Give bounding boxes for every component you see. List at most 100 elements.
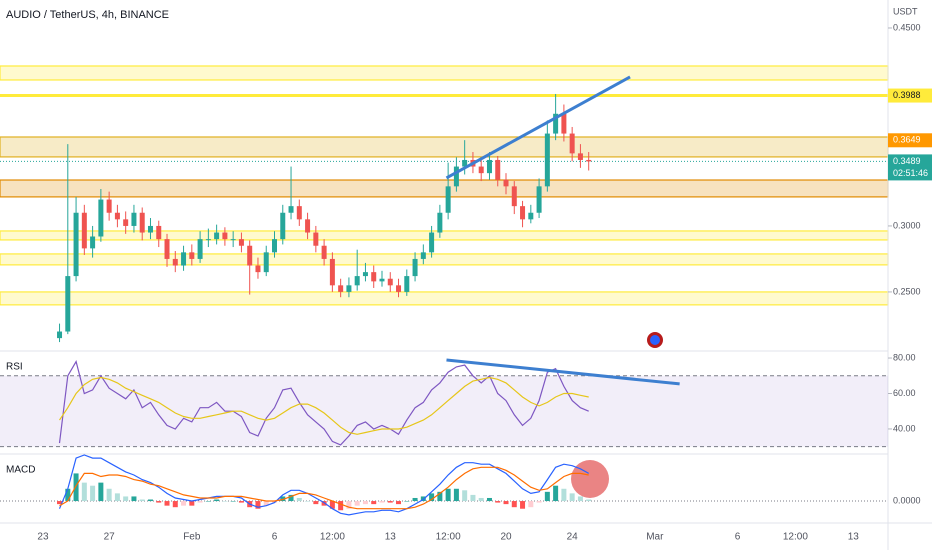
candle-body xyxy=(321,245,327,259)
candle-body xyxy=(437,212,443,233)
highlight-circle xyxy=(571,460,609,498)
macd-histogram-bar xyxy=(313,501,319,505)
macd-histogram-bar xyxy=(553,485,559,502)
candle-body xyxy=(520,206,526,220)
pane-label: RSI xyxy=(6,362,23,373)
candle-body xyxy=(362,272,368,277)
x-tick-label: 12:00 xyxy=(436,532,461,543)
chart-title: AUDIO / TetherUS, 4h, BINANCE xyxy=(6,9,169,21)
zone xyxy=(0,253,889,266)
trendline xyxy=(446,358,680,386)
candle-body xyxy=(561,113,567,134)
candle-body xyxy=(57,331,63,339)
macd-histogram-bar xyxy=(528,501,534,508)
candle-body xyxy=(98,199,104,237)
macd-line xyxy=(58,454,589,516)
candle-body xyxy=(462,159,468,167)
macd-histogram-bar xyxy=(437,491,443,502)
macd-histogram-bar xyxy=(561,488,567,502)
candle-body xyxy=(172,258,178,266)
macd-histogram-bar xyxy=(495,501,501,503)
candle-body xyxy=(478,166,484,174)
macd-histogram-bar xyxy=(462,490,468,502)
macd-histogram-bar xyxy=(114,493,120,502)
rsi-band-fill xyxy=(0,375,888,447)
candle-body xyxy=(486,159,492,174)
signal-line xyxy=(59,466,589,510)
macd-histogram-bar xyxy=(296,497,302,502)
macd-histogram-bar xyxy=(230,501,236,502)
y-tick-label: 40.00 xyxy=(893,423,916,433)
candle-body xyxy=(553,113,559,134)
y-tick-label: 0.2500 xyxy=(893,286,921,296)
macd-histogram-bar xyxy=(511,501,517,508)
candle-body xyxy=(371,272,377,282)
candle-body xyxy=(164,239,170,259)
candle-body xyxy=(346,285,352,292)
zone xyxy=(0,65,889,81)
candle-body xyxy=(230,239,236,241)
macd-histogram-bar xyxy=(189,501,195,506)
macd-histogram-bar xyxy=(172,501,178,508)
macd-histogram-bar xyxy=(263,501,269,506)
candle-body xyxy=(106,199,112,213)
x-tick-label: 24 xyxy=(567,532,579,543)
candle-body xyxy=(338,285,344,292)
x-tick-label: 20 xyxy=(500,532,512,543)
candle-body xyxy=(305,219,311,233)
x-tick-label: 6 xyxy=(272,532,278,543)
candle-body xyxy=(511,186,517,207)
candle-body xyxy=(379,278,385,282)
macd-histogram-bar xyxy=(98,482,104,502)
candle-body xyxy=(288,206,294,213)
macd-histogram-bar xyxy=(106,488,112,502)
macd-histogram-bar xyxy=(445,488,451,502)
price-badge xyxy=(888,88,932,103)
macd-histogram-bar xyxy=(123,496,129,502)
macd-histogram-bar xyxy=(147,499,153,502)
candle-body xyxy=(577,153,583,160)
macd-histogram-bar xyxy=(329,501,335,509)
event-icon-inner xyxy=(650,335,660,345)
price-pane xyxy=(57,93,592,343)
macd-histogram-bar xyxy=(73,473,79,502)
zone xyxy=(0,136,889,158)
candle-body xyxy=(214,232,220,240)
macd-histogram-bar xyxy=(371,501,377,505)
candle-body xyxy=(313,232,319,246)
candle-body xyxy=(114,212,120,220)
macd-histogram-bar xyxy=(412,497,418,502)
candle-body xyxy=(387,278,393,286)
x-tick-label: 23 xyxy=(37,532,49,543)
macd-histogram-bar xyxy=(214,499,220,502)
x-tick-label: 12:00 xyxy=(783,532,808,543)
macd-histogram-bar xyxy=(470,494,476,502)
candle-body xyxy=(255,265,261,273)
macd-histogram-bar xyxy=(238,501,244,503)
macd-histogram-bar xyxy=(569,493,575,502)
rsi-ma-line xyxy=(59,376,589,435)
price-badge xyxy=(888,133,932,148)
candle-body xyxy=(123,219,129,226)
macd-histogram-bar xyxy=(164,501,170,506)
candle-body xyxy=(569,133,575,154)
macd-histogram-bar xyxy=(139,499,145,502)
macd-histogram-bar xyxy=(396,501,402,505)
candle-body xyxy=(65,276,71,332)
candle-body xyxy=(147,225,153,233)
macd-histogram-bar xyxy=(57,501,63,505)
candle-body xyxy=(495,159,501,180)
candle-body xyxy=(222,232,228,240)
candle-body xyxy=(412,258,418,277)
macd-histogram-bar xyxy=(429,493,435,502)
candle-body xyxy=(238,239,244,246)
macd-histogram-bar xyxy=(65,488,71,502)
macd-histogram-bar xyxy=(404,501,410,502)
candle-body xyxy=(73,212,79,277)
macd-histogram-bar xyxy=(81,482,87,502)
macd-histogram-bar xyxy=(544,491,550,502)
candle-body xyxy=(420,252,426,259)
macd-histogram-bar xyxy=(280,496,286,502)
macd-histogram-bar xyxy=(503,501,509,505)
